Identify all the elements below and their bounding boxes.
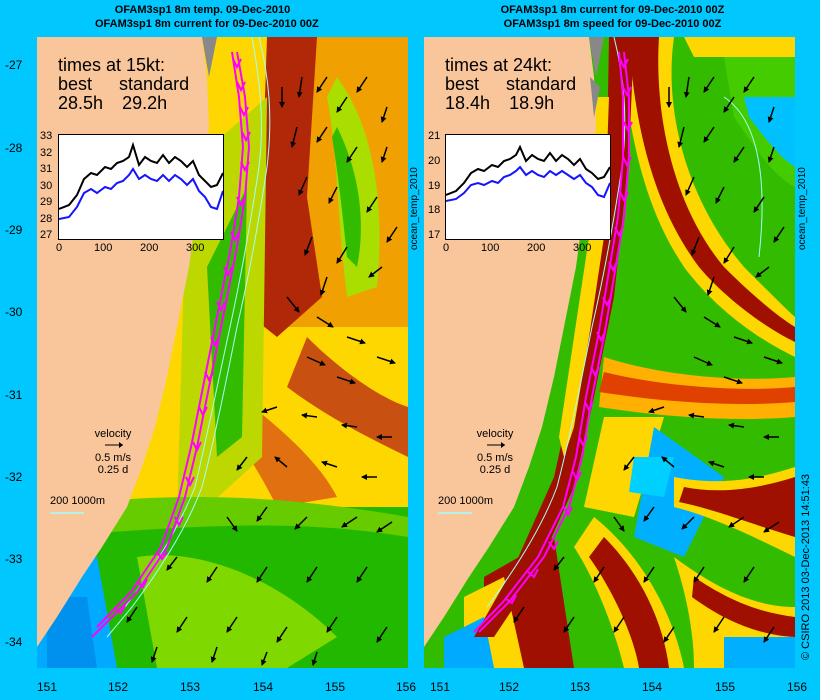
inset-y-tick: 32 bbox=[40, 147, 53, 159]
inset-y-tick: 19 bbox=[428, 180, 441, 192]
x-tick: 151 bbox=[36, 680, 58, 694]
left-depth-label: 200 1000m bbox=[50, 495, 106, 507]
velocity-scale-arrow-icon bbox=[105, 442, 123, 448]
inset-y-tick: 17 bbox=[428, 229, 441, 241]
left-map-panel bbox=[37, 37, 408, 668]
inset-y-tick: 28 bbox=[40, 213, 53, 225]
inset-x-tick: 0 bbox=[443, 242, 450, 254]
y-tick: -28 bbox=[5, 141, 23, 155]
left-inset-blue-series bbox=[58, 167, 224, 220]
right-inset-chart bbox=[445, 134, 611, 240]
credit-label: © CSIRO 2013 03-Dec-2013 14:51:43 bbox=[800, 473, 812, 660]
right-depth-label: 200 1000m bbox=[438, 495, 494, 507]
left-standard-label: standard bbox=[119, 74, 190, 94]
inset-x-tick: 200 bbox=[527, 242, 546, 254]
inset-x-tick: 300 bbox=[573, 242, 592, 254]
right-standard-label: standard bbox=[506, 74, 577, 94]
left-best-value: 28.5h bbox=[58, 93, 104, 113]
inset-x-tick: 300 bbox=[186, 242, 205, 254]
y-tick: -30 bbox=[5, 305, 23, 319]
inset-x-tick: 200 bbox=[140, 242, 159, 254]
inset-y-tick: 27 bbox=[40, 229, 53, 241]
x-tick: 156 bbox=[786, 680, 808, 694]
y-tick: -27 bbox=[5, 58, 23, 72]
y-tick: -31 bbox=[5, 388, 23, 402]
left-times-title: times at 15kt: bbox=[58, 55, 166, 75]
left-inset-chart bbox=[58, 134, 224, 240]
right-velocity-label: velocity bbox=[476, 428, 514, 440]
inset-x-tick: 0 bbox=[56, 242, 63, 254]
inset-y-tick: 21 bbox=[428, 130, 441, 142]
right-standard-value: 18.9h bbox=[509, 93, 555, 113]
x-tick: 152 bbox=[107, 680, 129, 694]
right-inset-black-series bbox=[445, 144, 611, 196]
left-times-box: times at 15kt: best standard 28.5h 29.2h bbox=[58, 56, 189, 113]
x-tick: 154 bbox=[252, 680, 274, 694]
inset-y-tick: 20 bbox=[428, 155, 441, 167]
left-map-svg bbox=[37, 37, 408, 668]
left-title-line2: OFAM3sp1 8m current for 09-Dec-2010 00Z bbox=[95, 18, 319, 30]
right-title: OFAM3sp1 8m current for 09-Dec-2010 00Z … bbox=[480, 3, 745, 31]
right-title-line1: OFAM3sp1 8m current for 09-Dec-2010 00Z bbox=[500, 4, 725, 16]
depth-contour-swatch-icon bbox=[50, 512, 84, 514]
right-velocity-speed: 0.5 m/s bbox=[476, 452, 514, 464]
y-tick: -32 bbox=[5, 470, 23, 484]
left-best-label: best bbox=[58, 74, 93, 94]
left-velocity-speed: 0.5 m/s bbox=[94, 452, 132, 464]
left-side-label: ocean_temp_2010 bbox=[409, 167, 420, 250]
right-map-svg bbox=[424, 37, 795, 668]
x-tick: 156 bbox=[395, 680, 417, 694]
inset-y-tick: 30 bbox=[40, 180, 53, 192]
y-tick: -33 bbox=[5, 552, 23, 566]
y-tick: -34 bbox=[5, 635, 23, 649]
left-standard-value: 29.2h bbox=[122, 93, 168, 113]
left-inset-svg bbox=[58, 141, 224, 220]
x-tick: 155 bbox=[714, 680, 736, 694]
right-depth-legend: 200 1000m bbox=[438, 495, 493, 519]
left-title-line1: OFAM3sp1 8m temp. 09-Dec-2010 bbox=[114, 4, 291, 16]
inset-x-tick: 100 bbox=[481, 242, 500, 254]
left-velocity-legend: velocity 0.5 m/s 0.25 d bbox=[78, 428, 148, 476]
right-side-label: ocean_temp_2010 bbox=[797, 167, 808, 250]
velocity-scale-arrow-icon bbox=[487, 442, 505, 448]
inset-y-tick: 31 bbox=[40, 163, 53, 175]
inset-y-tick: 18 bbox=[428, 204, 441, 216]
right-inset-blue-series bbox=[445, 165, 611, 202]
right-times-header: best standard bbox=[445, 75, 576, 94]
inset-y-tick: 33 bbox=[40, 130, 53, 142]
inset-y-tick: 29 bbox=[40, 196, 53, 208]
x-tick: 153 bbox=[179, 680, 201, 694]
x-tick: 154 bbox=[641, 680, 663, 694]
left-times-values: 28.5h 29.2h bbox=[58, 94, 189, 113]
right-best-value: 18.4h bbox=[445, 93, 491, 113]
right-times-box: times at 24kt: best standard 18.4h 18.9h bbox=[445, 56, 576, 113]
left-velocity-time: 0.25 d bbox=[97, 464, 129, 476]
y-tick: -29 bbox=[5, 223, 23, 237]
x-tick: 152 bbox=[498, 680, 520, 694]
right-best-label: best bbox=[445, 74, 480, 94]
left-depth-legend: 200 1000m bbox=[50, 495, 105, 519]
right-velocity-time: 0.25 d bbox=[479, 464, 511, 476]
x-tick: 155 bbox=[324, 680, 346, 694]
right-title-line2: OFAM3sp1 8m speed for 09-Dec-2010 00Z bbox=[503, 18, 722, 30]
left-title: OFAM3sp1 8m temp. 09-Dec-2010 OFAM3sp1 8… bbox=[95, 3, 319, 31]
right-times-title: times at 24kt: bbox=[445, 55, 553, 75]
x-tick: 153 bbox=[569, 680, 591, 694]
right-times-values: 18.4h 18.9h bbox=[445, 94, 576, 113]
inset-x-tick: 100 bbox=[94, 242, 113, 254]
left-inset-black-series bbox=[58, 141, 224, 210]
right-velocity-legend: velocity 0.5 m/s 0.25 d bbox=[460, 428, 530, 476]
depth-contour-swatch-icon bbox=[438, 512, 472, 514]
right-map-panel bbox=[424, 37, 795, 668]
x-tick: 151 bbox=[429, 680, 451, 694]
left-velocity-label: velocity bbox=[94, 428, 132, 440]
right-inset-svg bbox=[445, 144, 611, 202]
left-times-header: best standard bbox=[58, 75, 189, 94]
